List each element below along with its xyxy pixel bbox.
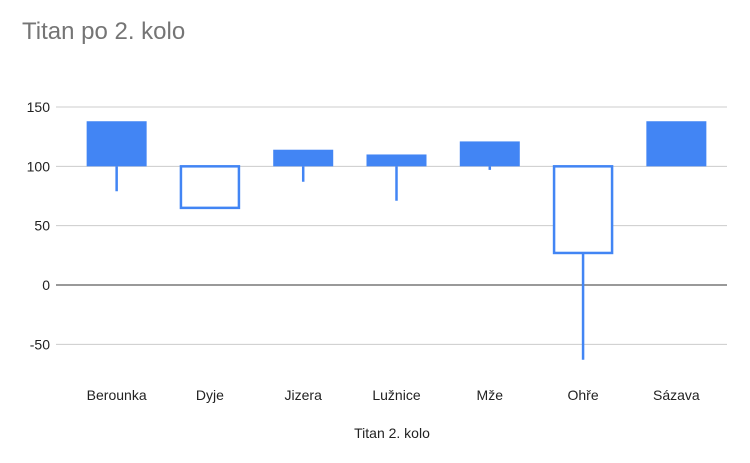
y-tick-label: -50 <box>30 336 50 352</box>
x-tick-label: Lužnice <box>372 387 420 403</box>
candle-body <box>273 149 334 167</box>
candle-body <box>366 154 427 167</box>
candle-body <box>179 165 241 210</box>
y-tick-label: 50 <box>34 218 50 234</box>
candle-dyje <box>179 165 241 210</box>
y-tick-label: 0 <box>42 277 50 293</box>
x-tick-label: Jizera <box>285 387 323 403</box>
candle-lužnice <box>366 154 427 201</box>
x-tick-label: Dyje <box>196 387 224 403</box>
x-tick-label: Mže <box>477 387 504 403</box>
candle-sázava <box>646 121 707 167</box>
x-tick-label: Berounka <box>87 387 147 403</box>
y-tick-label: 100 <box>27 158 51 174</box>
candle-body <box>459 141 520 167</box>
x-axis-title: Titan 2. kolo <box>354 425 430 441</box>
x-tick-label: Ohře <box>568 387 599 403</box>
candle-jizera <box>273 149 334 182</box>
chart-title: Titan po 2. kolo <box>22 18 186 45</box>
candle-mže <box>459 141 520 170</box>
candles <box>86 121 707 360</box>
candle-body <box>552 165 614 255</box>
y-tick-label: 150 <box>27 99 51 115</box>
candle-ohře <box>552 165 614 360</box>
candle-berounka <box>86 121 147 192</box>
x-tick-labels: Berounka Dyje Jizera Lužnice Mže Ohře Sázava <box>87 387 700 403</box>
candle-body <box>646 121 707 167</box>
grid-lines <box>56 106 727 345</box>
candle-body <box>86 121 147 167</box>
y-tick-labels: 150 100 50 0 -50 <box>27 99 51 352</box>
x-tick-label: Sázava <box>653 387 700 403</box>
